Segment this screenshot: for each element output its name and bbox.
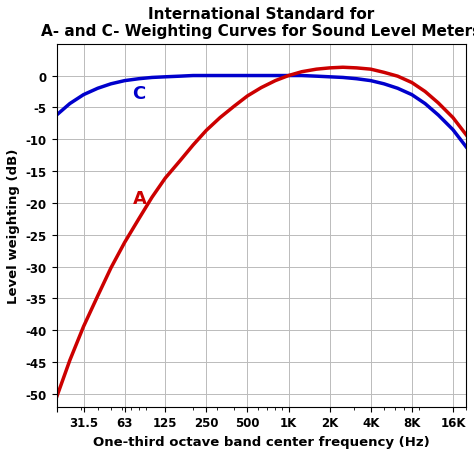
Title: International Standard for
A- and C- Weighting Curves for Sound Level Meters: International Standard for A- and C- Wei… (41, 7, 474, 39)
Text: A: A (133, 190, 146, 207)
Y-axis label: Level weighting (dB): Level weighting (dB) (7, 148, 20, 303)
Text: C: C (133, 85, 146, 102)
X-axis label: One-third octave band center frequency (Hz): One-third octave band center frequency (… (93, 435, 430, 448)
